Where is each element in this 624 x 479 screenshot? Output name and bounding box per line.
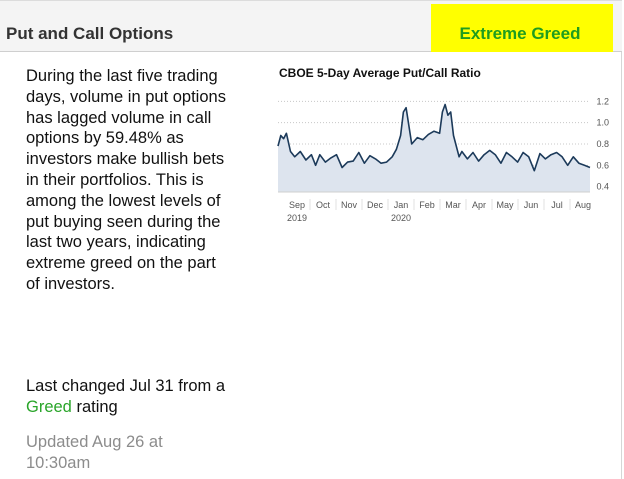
series-area <box>278 104 590 192</box>
x-tick-label: Mar <box>445 200 461 210</box>
y-tick-label: 1.2 <box>596 96 609 106</box>
y-tick-label: 0.6 <box>596 160 609 170</box>
x-tick-label: Aug <box>575 200 591 210</box>
y-tick-label: 0.8 <box>596 139 609 149</box>
rating-label: Extreme Greed <box>459 24 581 43</box>
panel-title: Put and Call Options <box>6 24 174 43</box>
series-line <box>277 103 591 172</box>
indicator-description: During the last five trading days, volum… <box>26 67 226 293</box>
x-tick-label: Oct <box>316 200 331 210</box>
put-call-ratio-chart: 1.2 1.0 0.8 0.6 0.4 Sep Oct Nov Dec Jan Feb Mar Apr M… <box>277 96 609 223</box>
year-label: 2019 <box>287 213 307 223</box>
x-tick-label: Sep <box>289 200 305 210</box>
last-changed-suffix: rating <box>71 397 118 416</box>
x-tick-label: Feb <box>419 200 435 210</box>
rating-highlight: Extreme Greed <box>431 4 613 52</box>
x-tick-label: May <box>496 200 514 210</box>
updated-timestamp: Updated Aug 26 at 10:30am <box>26 433 163 472</box>
last-changed-prefix: Last changed Jul 31 from a <box>26 377 226 395</box>
x-tick-label: Apr <box>472 200 486 210</box>
year-label: 2020 <box>391 213 411 223</box>
x-tick-label: Dec <box>367 200 384 210</box>
last-changed-text: Last changed Jul 31 from a Greed rating <box>26 376 226 418</box>
y-tick-label: 1.0 <box>596 118 609 128</box>
x-tick-label: Jul <box>551 200 563 210</box>
chart-title: CBOE 5-Day Average Put/Call Ratio <box>279 66 481 80</box>
y-tick-label: 0.4 <box>596 182 609 192</box>
x-tick-label: Jan <box>394 200 409 210</box>
x-tick-label: Jun <box>524 200 539 210</box>
x-tick-label: Nov <box>341 200 358 210</box>
previous-rating: Greed <box>26 397 72 416</box>
